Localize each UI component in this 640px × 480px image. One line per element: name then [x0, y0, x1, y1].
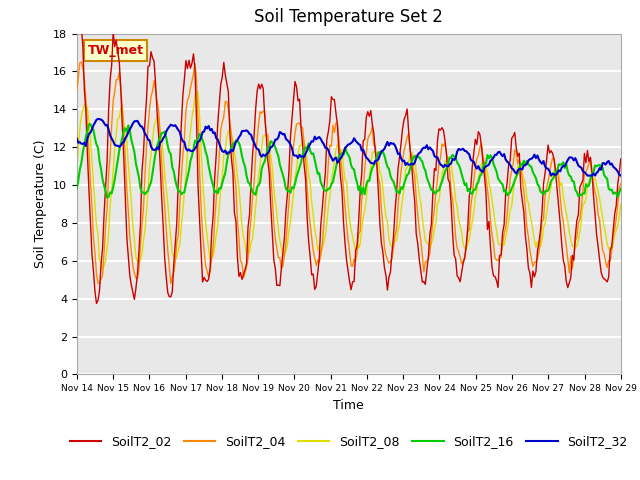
SoilT2_32	[73, 135, 81, 141]
SoilT2_32	[264, 150, 271, 156]
SoilT2_16	[85, 121, 93, 127]
SoilT2_08	[99, 268, 106, 274]
SoilT2_08	[314, 248, 321, 253]
SoilT2_08	[73, 167, 81, 172]
SoilT2_32	[547, 173, 555, 179]
SoilT2_16	[589, 169, 597, 175]
SoilT2_08	[141, 228, 149, 233]
SoilT2_02	[617, 156, 625, 162]
SoilT2_16	[238, 153, 246, 159]
SoilT2_04	[617, 181, 625, 187]
SoilT2_02	[93, 300, 100, 306]
SoilT2_04	[77, 59, 85, 65]
SoilT2_02	[237, 270, 244, 276]
Text: TW_met: TW_met	[88, 44, 144, 57]
SoilT2_08	[256, 161, 264, 167]
SoilT2_16	[617, 186, 625, 192]
SoilT2_04	[314, 257, 321, 263]
SoilT2_32	[237, 132, 244, 138]
Line: SoilT2_02: SoilT2_02	[77, 24, 621, 303]
Line: SoilT2_08: SoilT2_08	[77, 91, 621, 271]
SoilT2_16	[143, 189, 150, 195]
Line: SoilT2_32: SoilT2_32	[77, 119, 621, 176]
SoilT2_32	[617, 173, 625, 179]
SoilT2_16	[73, 185, 81, 191]
X-axis label: Time: Time	[333, 399, 364, 412]
SoilT2_16	[266, 144, 273, 150]
SoilT2_08	[589, 177, 597, 182]
SoilT2_16	[314, 171, 321, 177]
Line: SoilT2_04: SoilT2_04	[77, 62, 621, 284]
Legend: SoilT2_02, SoilT2_04, SoilT2_08, SoilT2_16, SoilT2_32: SoilT2_02, SoilT2_04, SoilT2_08, SoilT2_…	[65, 431, 633, 453]
SoilT2_02	[255, 81, 262, 87]
SoilT2_16	[103, 195, 111, 201]
SoilT2_04	[256, 109, 264, 115]
SoilT2_08	[193, 88, 200, 94]
SoilT2_08	[617, 202, 625, 207]
SoilT2_04	[238, 260, 246, 266]
SoilT2_16	[256, 179, 264, 185]
SoilT2_32	[141, 131, 149, 137]
SoilT2_04	[143, 144, 150, 150]
Title: Soil Temperature Set 2: Soil Temperature Set 2	[254, 9, 444, 26]
SoilT2_04	[96, 281, 104, 287]
SoilT2_32	[94, 116, 102, 122]
SoilT2_02	[141, 119, 149, 124]
Line: SoilT2_16: SoilT2_16	[77, 124, 621, 198]
SoilT2_08	[238, 224, 246, 229]
SoilT2_32	[255, 147, 262, 153]
SoilT2_08	[266, 144, 273, 149]
SoilT2_02	[312, 284, 320, 289]
SoilT2_04	[266, 153, 273, 159]
SoilT2_32	[589, 170, 597, 176]
SoilT2_02	[588, 170, 596, 176]
SoilT2_02	[73, 21, 81, 27]
SoilT2_02	[264, 157, 271, 163]
SoilT2_04	[73, 89, 81, 95]
SoilT2_04	[589, 181, 597, 187]
Y-axis label: Soil Temperature (C): Soil Temperature (C)	[35, 140, 47, 268]
SoilT2_32	[312, 136, 320, 142]
